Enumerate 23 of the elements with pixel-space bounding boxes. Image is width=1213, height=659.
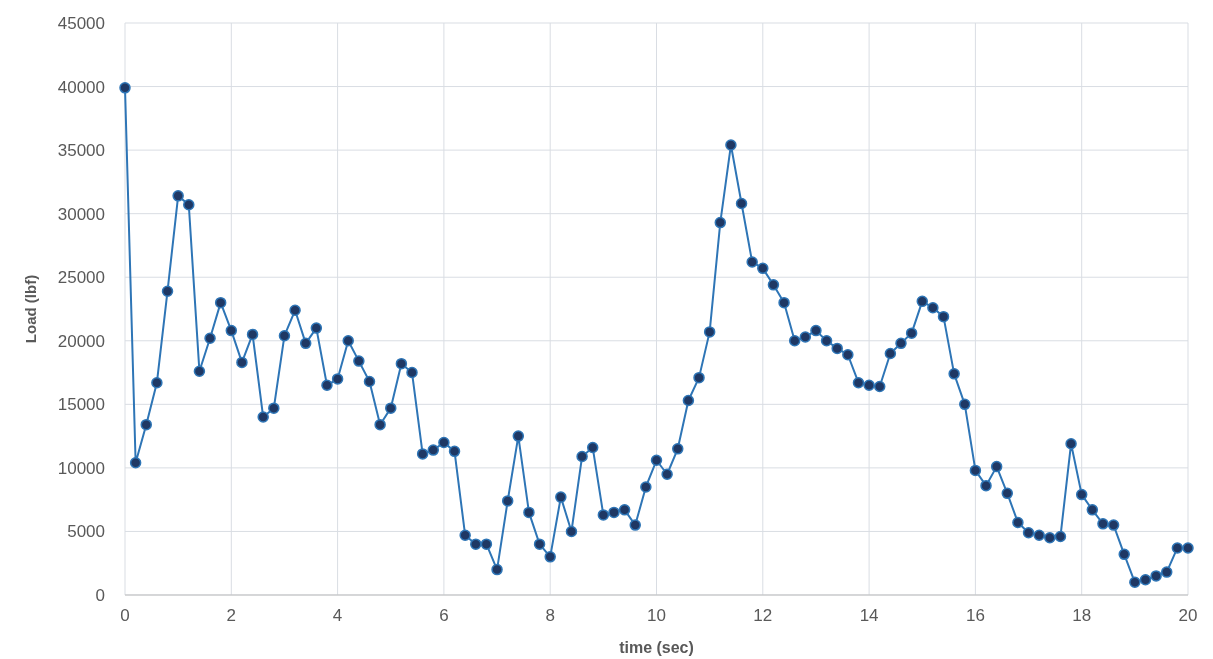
x-axis-title: time (sec) bbox=[619, 639, 694, 656]
x-tick-label: 2 bbox=[226, 606, 237, 625]
x-tick-label: 0 bbox=[120, 606, 130, 625]
y-tick-label: 15000 bbox=[57, 395, 105, 415]
y-tick-label: 45000 bbox=[57, 13, 105, 33]
y-tick-label: 40000 bbox=[57, 77, 105, 97]
y-tick-label: 20000 bbox=[57, 331, 105, 351]
x-tick-label: 14 bbox=[859, 606, 879, 625]
x-tick-label: 6 bbox=[439, 606, 449, 625]
x-tick-label: 16 bbox=[965, 606, 985, 625]
y-tick-label: 5000 bbox=[67, 522, 105, 542]
x-tick-label: 10 bbox=[647, 606, 666, 625]
y-axis-title: Load (lbf) bbox=[22, 274, 39, 344]
x-tick-label: 4 bbox=[332, 606, 343, 625]
y-tick-label: 35000 bbox=[57, 141, 105, 161]
x-tick-label: 18 bbox=[1072, 606, 1092, 625]
x-tick-label: 8 bbox=[545, 606, 555, 625]
y-tick-label: 30000 bbox=[57, 204, 105, 224]
x-tick-label: 12 bbox=[753, 606, 773, 625]
y-tick-label: 10000 bbox=[57, 458, 105, 478]
y-tick-label: 25000 bbox=[57, 268, 105, 288]
x-tick-label: 20 bbox=[1178, 606, 1198, 625]
y-tick-label: 0 bbox=[95, 585, 105, 605]
